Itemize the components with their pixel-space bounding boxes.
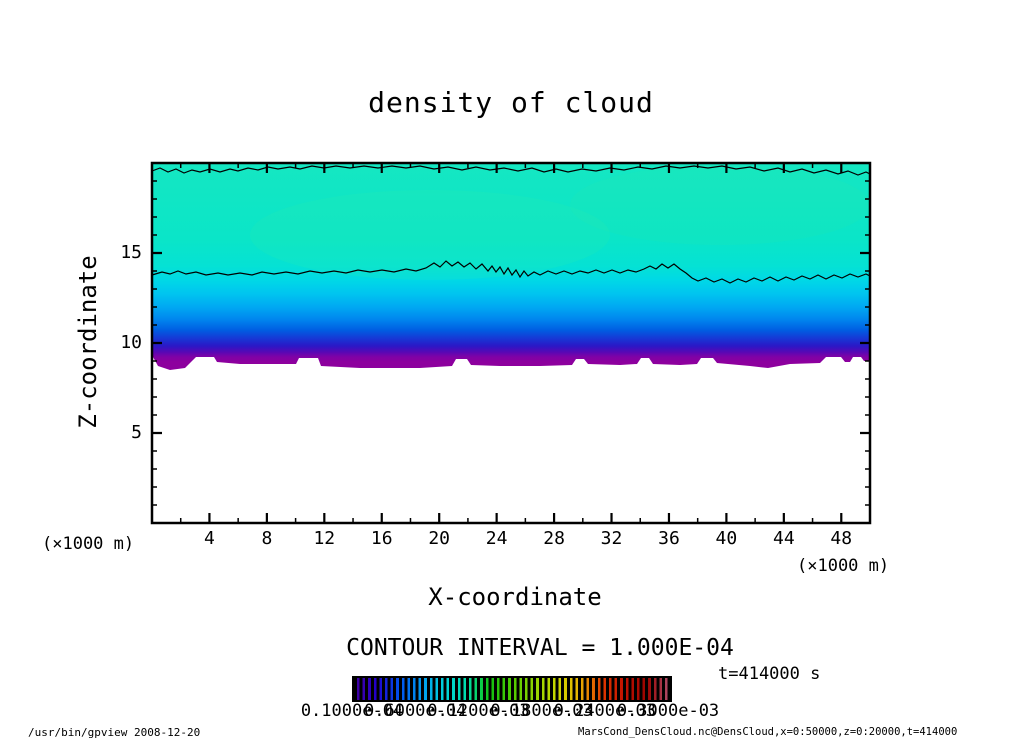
colorbar-label-2: 0.1200e-03 — [427, 701, 530, 721]
y-tick-label-10: 10 — [120, 332, 142, 353]
x-tick-label-16: 16 — [370, 528, 393, 549]
contour-line-upper — [151, 165, 871, 176]
y-tick-label-5: 5 — [131, 422, 142, 443]
x-axis-unit-label: (×1000 m) — [797, 556, 890, 576]
x-tick-label-24: 24 — [485, 528, 508, 549]
x-tick-label-4: 4 — [204, 528, 215, 549]
colorbar-label-0: 0.1000e-04 — [300, 701, 404, 721]
y-axis-unit-label: (×1000 m) — [42, 534, 135, 554]
x-tick-label-12: 12 — [313, 528, 336, 549]
x-tick-label-28: 28 — [543, 528, 565, 549]
x-axis-label: X-coordinate — [428, 583, 602, 611]
colorbar-label-1: 0.6000e-04 — [364, 701, 467, 721]
footer-command-text: /usr/bin/gpview 2008-12-20 — [28, 726, 201, 739]
x-tick-label-36: 36 — [658, 528, 680, 549]
axis-major-ticks — [152, 163, 870, 523]
field-highlight-patch — [570, 165, 870, 245]
field-highlight-patch — [250, 190, 610, 280]
x-tick-label-20: 20 — [428, 528, 451, 549]
colorbar-label-3: 0.1800e-03 — [490, 701, 593, 721]
plot-frame — [150, 161, 872, 525]
x-tick-label-40: 40 — [715, 528, 738, 549]
x-tick-label-48: 48 — [830, 528, 853, 549]
x-tick-label-32: 32 — [600, 528, 623, 549]
time-label: t=414000 s — [718, 664, 821, 684]
x-tick-label-44: 44 — [772, 528, 795, 549]
x-tick-label-8: 8 — [261, 528, 273, 549]
contour-interval-label: CONTOUR INTERVAL = 1.000E-04 — [346, 635, 734, 661]
colorbar-label-5: 0.3000e-03 — [616, 701, 720, 721]
contour-line-mid — [151, 260, 871, 284]
density-field — [153, 164, 869, 370]
y-axis-label: Z-coordinate — [74, 255, 102, 429]
footer-source-text: MarsCond_DensCloud.nc@DensCloud,x=0:5000… — [578, 726, 958, 738]
colorbar-label-4: 0.2400e-03 — [553, 701, 656, 721]
chart-title: density of cloud — [368, 86, 654, 119]
colorbar — [352, 676, 672, 702]
y-tick-label-15: 15 — [120, 242, 142, 263]
axis-minor-ticks — [152, 163, 870, 523]
